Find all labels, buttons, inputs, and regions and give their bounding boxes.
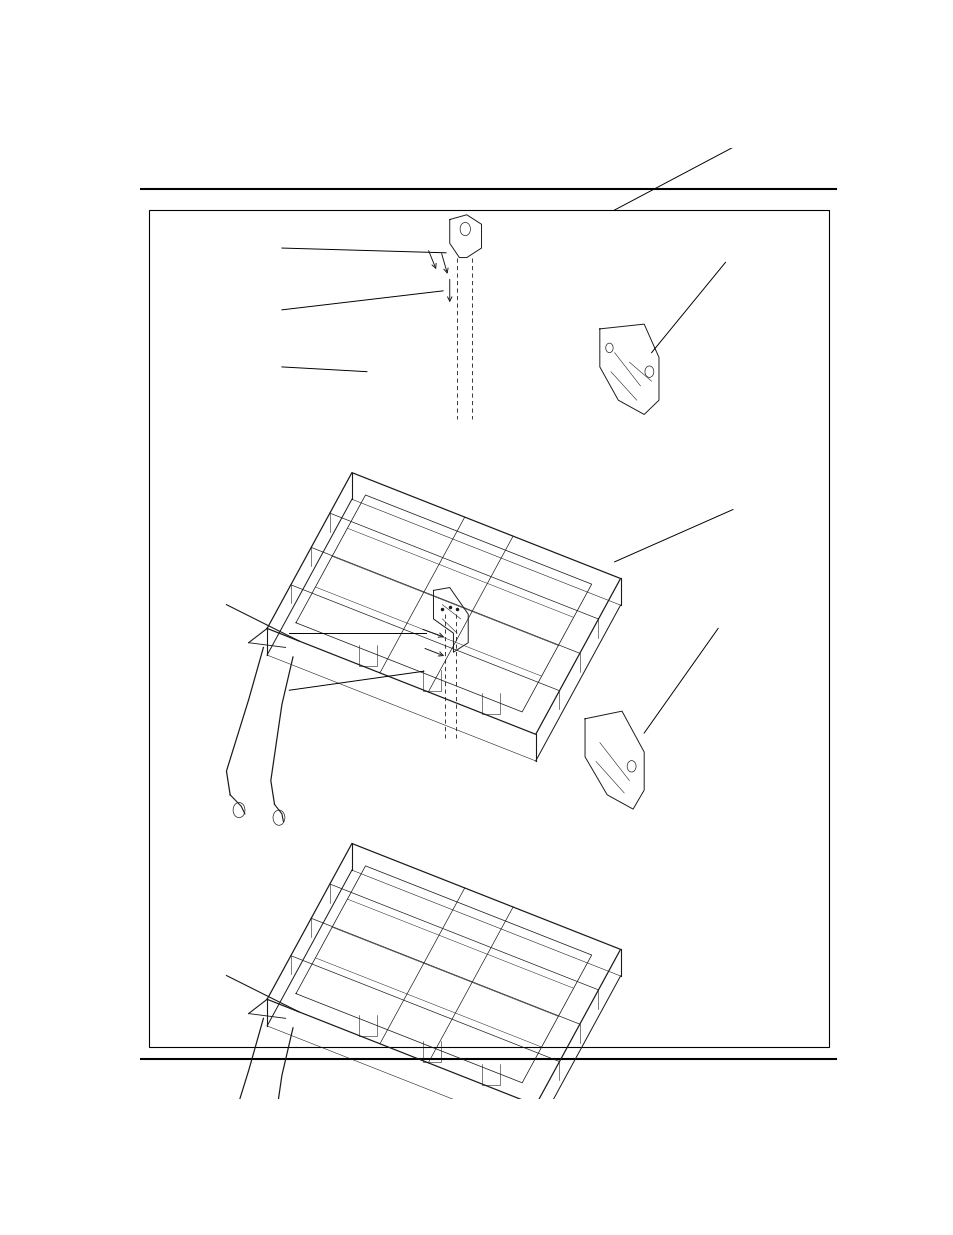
Bar xyxy=(149,210,828,1047)
